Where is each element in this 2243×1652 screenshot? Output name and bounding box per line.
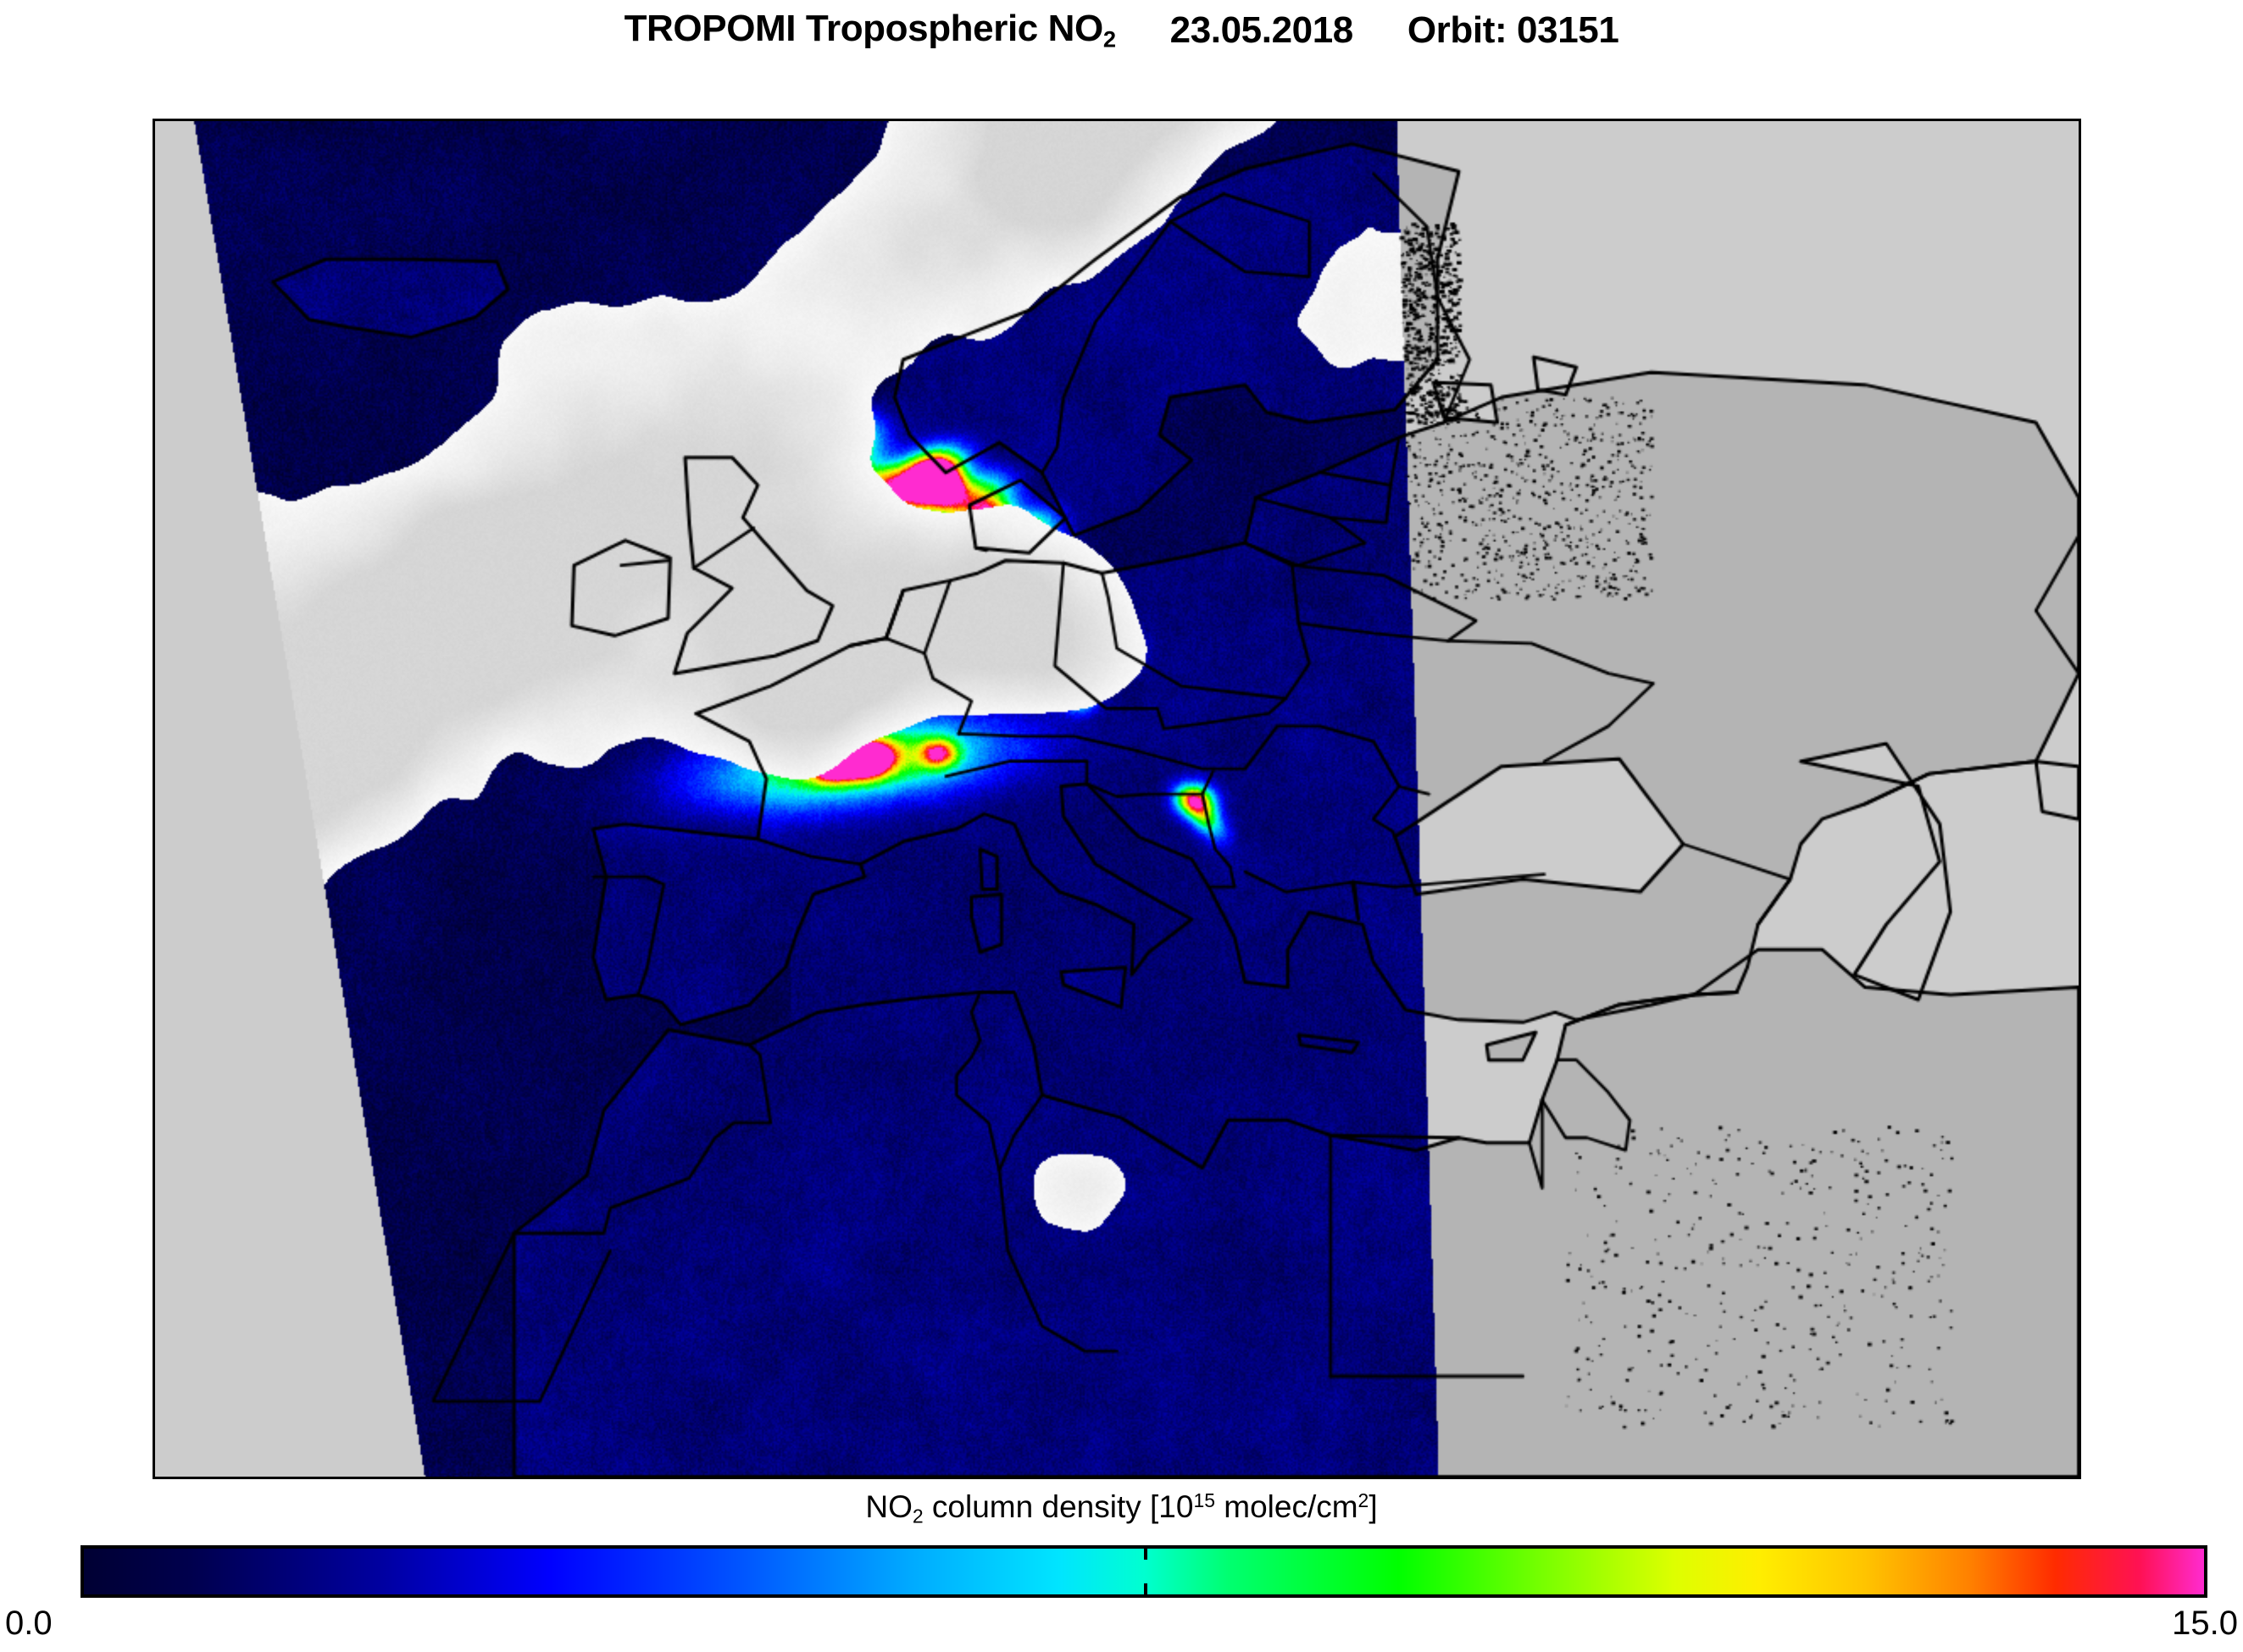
colorbar[interactable] — [81, 1545, 2207, 1598]
page-title-subscript: 2 — [1102, 25, 1116, 53]
colorbar-label-subscript: 2 — [912, 1505, 924, 1527]
colorbar-max-label: 15.0 — [2172, 1605, 2238, 1642]
map-panel — [153, 119, 2081, 1479]
colorbar-label: NO2 column density [1015 molec/cm2] — [0, 1489, 2243, 1527]
colorbar-tick-mid-top — [1144, 1549, 1147, 1560]
colorbar-tick-mid-bottom — [1144, 1583, 1147, 1594]
colorbar-label-exponent: 15 — [1193, 1489, 1215, 1512]
orbit-label: Orbit: — [1407, 9, 1507, 51]
colorbar-min-label: 0.0 — [5, 1605, 53, 1642]
colorbar-label-mid: column density [10 — [923, 1489, 1194, 1524]
orbit-info: Orbit: 03151 — [1407, 9, 1619, 52]
page-header: TROPOMI Tropospheric NO2 23.05.2018 Orbi… — [0, 0, 2243, 61]
colorbar-label-close: ] — [1369, 1489, 1378, 1524]
colorbar-label-prefix: NO — [865, 1489, 913, 1524]
orbit-value: 03151 — [1517, 9, 1619, 51]
no2-swath-heatmap — [155, 121, 2079, 1477]
colorbar-label-units: molec/cm — [1214, 1489, 1358, 1524]
acquisition-date: 23.05.2018 — [1169, 9, 1354, 51]
page-title-text: TROPOMI Tropospheric NO — [624, 8, 1104, 50]
colorbar-label-exponent2: 2 — [1357, 1489, 1369, 1512]
page-title: TROPOMI Tropospheric NO2 — [625, 8, 1116, 53]
